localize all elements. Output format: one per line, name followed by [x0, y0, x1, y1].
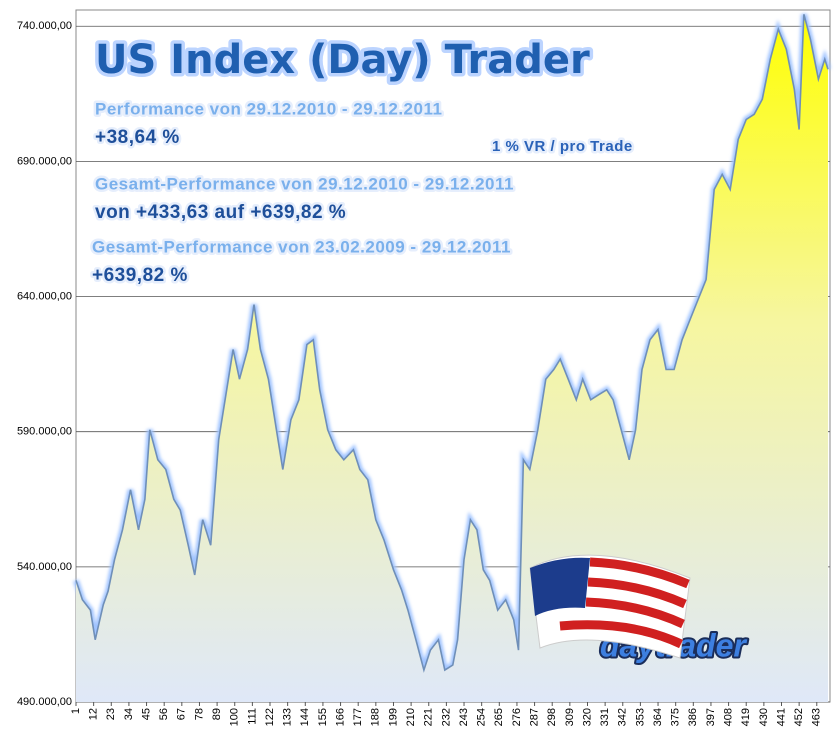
x-tick-label: 166 [334, 708, 346, 726]
x-tick-label: 441 [775, 708, 787, 726]
annotation: Performance von 29.12.2010 - 29.12.2011 [95, 99, 442, 118]
chart-title: US Index (Day) Trader [95, 37, 590, 83]
y-tick-label: 540.000,00 [17, 561, 72, 573]
x-tick-label: 320 [581, 708, 593, 726]
x-tick-label: 397 [705, 708, 717, 726]
x-tick-label: 1 [70, 708, 82, 714]
x-tick-label: 342 [617, 708, 629, 726]
x-tick-label: 298 [546, 708, 558, 726]
flag-stripes [559, 557, 690, 649]
x-tick-label: 353 [634, 708, 646, 726]
annotation: Gesamt-Performance von 23.02.2009 - 29.1… [92, 237, 511, 256]
x-tick-label: 430 [758, 708, 770, 726]
x-tick-label: 210 [405, 708, 417, 726]
logo [529, 554, 691, 659]
y-tick-label: 740.000,00 [17, 20, 72, 32]
x-tick-label: 221 [423, 708, 435, 726]
x-tick-label: 122 [264, 708, 276, 726]
x-tick-label: 254 [476, 708, 488, 726]
x-tick-label: 199 [387, 708, 399, 726]
x-tick-label: 23 [105, 708, 117, 720]
x-tick-label: 89 [211, 708, 223, 720]
annotation: +38,64 % [95, 127, 180, 148]
annotation: von +433,63 auf +639,82 % [95, 202, 346, 223]
x-tick-label: 309 [564, 708, 576, 726]
x-tick-label: 364 [652, 708, 664, 726]
x-tick-label: 12 [88, 708, 100, 720]
x-tick-label: 155 [317, 708, 329, 726]
area-line [75, 14, 829, 673]
x-tick-label: 276 [511, 708, 523, 726]
annotation: +639,82 % [92, 265, 188, 286]
x-tick-label: 67 [176, 708, 188, 720]
x-tick-label: 144 [299, 708, 311, 726]
annotation: Gesamt-Performance von 29.12.2010 - 29.1… [95, 174, 514, 193]
x-tick-label: 56 [158, 708, 170, 720]
x-tick-label: 375 [670, 708, 682, 726]
x-tick-label: 243 [458, 708, 470, 726]
annotation: 1 % VR / pro Trade [492, 138, 633, 155]
x-tick-label: 408 [722, 708, 734, 726]
y-tick-label: 490.000,00 [17, 696, 72, 708]
x-tick-label: 452 [793, 708, 805, 726]
x-tick-label: 45 [140, 708, 152, 720]
x-tick-label: 177 [352, 708, 364, 726]
x-tick-label: 265 [493, 708, 505, 726]
x-tick-label: 232 [440, 708, 452, 726]
x-tick-label: 133 [282, 708, 294, 726]
y-tick-label: 590.000,00 [17, 426, 72, 438]
x-tick-label: 188 [370, 708, 382, 726]
x-tick-label: 331 [599, 708, 611, 726]
x-tick-label: 100 [229, 708, 241, 726]
area [76, 14, 828, 703]
y-tick-label: 690.000,00 [17, 155, 72, 167]
marks [73, 13, 831, 703]
x-tick-label: 287 [528, 708, 540, 726]
x-tick-label: 78 [193, 708, 205, 720]
x-tick-label: 463 [811, 708, 823, 726]
x-tick-label: 386 [687, 708, 699, 726]
x-tick-label: 419 [740, 708, 752, 726]
x-tick-label: 111 [246, 708, 258, 725]
x-tick-label: 34 [123, 708, 135, 720]
y-tick-label: 640.000,00 [17, 290, 72, 302]
flag-canton [530, 557, 590, 616]
